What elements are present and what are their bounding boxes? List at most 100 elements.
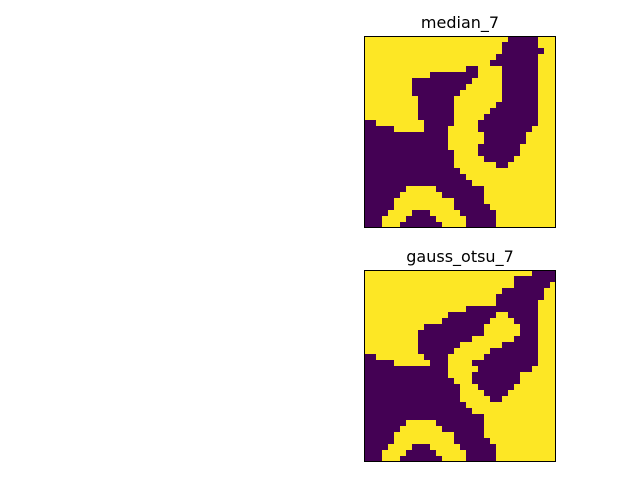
median-7-cell-16-27: [526, 132, 533, 139]
median-7-cell-25-1: [370, 186, 377, 193]
median-7-cell-6-28: [532, 72, 539, 79]
median-7-cell-2-23: [502, 48, 509, 55]
gauss-otsu-7-cell-24-18: [472, 414, 479, 421]
gauss-otsu-7-cell-30-17: [466, 450, 473, 457]
gauss-otsu-7-cell-12-18: [472, 342, 479, 349]
median-7-cell-17-13: [442, 138, 449, 145]
gauss-otsu-7-cell-12-23: [502, 342, 509, 349]
gauss-otsu-7-cell-31-2: [376, 456, 383, 462]
median-7-cell-15-8: [412, 126, 419, 133]
median-7-cell-15-27: [526, 126, 533, 133]
gauss-otsu-7-cell-16-14: [448, 366, 455, 373]
gauss-otsu-7-cell-16-20: [484, 366, 491, 373]
median-7-cell-1-22: [496, 42, 503, 49]
gauss-otsu-7-cell-28-12: [436, 438, 443, 445]
median-7-cell-27-19: [478, 198, 485, 205]
gauss-otsu-7-cell-10-6: [400, 330, 407, 337]
median-7-cell-4-0: [364, 60, 371, 67]
gauss-otsu-7-cell-22-17: [466, 402, 473, 409]
median-7-cell-30-27: [526, 216, 533, 223]
median-7-cell-19-11: [430, 150, 437, 157]
median-7-cell-15-13: [442, 126, 449, 133]
median-7-cell-14-13: [442, 120, 449, 127]
gauss-otsu-7-cell-29-23: [502, 444, 509, 451]
gauss-otsu-7-cell-29-10: [424, 444, 431, 451]
median-7-cell-9-20: [484, 90, 491, 97]
median-7-cell-30-9: [418, 216, 425, 223]
median-7-cell-4-17: [466, 60, 473, 67]
median-7-cell-26-6: [400, 192, 407, 199]
gauss-otsu-7-cell-8-21: [490, 318, 497, 325]
gauss-otsu-7-cell-27-19: [478, 432, 485, 439]
gauss-otsu-7-cell-3-2: [376, 288, 383, 295]
median-7-cell-11-19: [478, 102, 485, 109]
median-7-cell-11-13: [442, 102, 449, 109]
gauss-otsu-7-cell-22-28: [532, 402, 539, 409]
gauss-otsu-7-cell-0-8: [412, 270, 419, 277]
median-7-cell-22-15: [454, 168, 461, 175]
gauss-otsu-7-cell-24-5: [394, 414, 401, 421]
gauss-otsu-7-cell-8-2: [376, 318, 383, 325]
gauss-otsu-7-cell-15-19: [478, 360, 485, 367]
median-7-cell-30-3: [382, 216, 389, 223]
gauss-otsu-7-cell-0-18: [472, 270, 479, 277]
median-7-cell-4-12: [436, 60, 443, 67]
median-7-cell-13-29: [538, 114, 545, 121]
median-7-cell-12-14: [448, 108, 455, 115]
gauss-otsu-7-cell-28-31: [550, 438, 556, 445]
median-7-cell-28-11: [430, 204, 437, 211]
gauss-otsu-7-cell-22-25: [514, 402, 521, 409]
median-7-cell-27-28: [532, 198, 539, 205]
gauss-otsu-7-cell-12-25: [514, 342, 521, 349]
gauss-otsu-7-cell-20-7: [406, 390, 413, 397]
heatmap-panel-gauss-otsu-7: [364, 270, 556, 462]
gauss-otsu-7-cell-16-10: [424, 366, 431, 373]
median-7-cell-19-22: [496, 150, 503, 157]
gauss-otsu-7-cell-13-31: [550, 348, 556, 355]
median-7-cell-26-10: [424, 192, 431, 199]
median-7-cell-3-4: [388, 54, 395, 61]
median-7-cell-19-14: [448, 150, 455, 157]
gauss-otsu-7-cell-26-22: [496, 426, 503, 433]
median-7-cell-3-12: [436, 54, 443, 61]
median-7-cell-15-31: [550, 126, 556, 133]
gauss-otsu-7-cell-25-28: [532, 420, 539, 427]
median-7-cell-13-7: [406, 114, 413, 121]
gauss-otsu-7-cell-10-5: [394, 330, 401, 337]
median-7-cell-20-14: [448, 156, 455, 163]
gauss-otsu-7-cell-5-28: [532, 300, 539, 307]
gauss-otsu-7-cell-27-30: [544, 432, 551, 439]
gauss-otsu-7-cell-14-18: [472, 354, 479, 361]
gauss-otsu-7-cell-4-17: [466, 294, 473, 301]
gauss-otsu-7-cell-18-0: [364, 378, 371, 385]
median-7-cell-31-31: [550, 222, 556, 228]
median-7-cell-3-18: [472, 54, 479, 61]
gauss-otsu-7-cell-10-12: [436, 330, 443, 337]
gauss-otsu-7-cell-15-7: [406, 360, 413, 367]
gauss-otsu-7-cell-4-29: [538, 294, 545, 301]
gauss-otsu-7-cell-11-2: [376, 336, 383, 343]
gauss-otsu-7-cell-2-12: [436, 282, 443, 289]
gauss-otsu-7-cell-26-27: [526, 426, 533, 433]
gauss-otsu-7-cell-21-2: [376, 396, 383, 403]
median-7-cell-6-11: [430, 72, 437, 79]
median-7-cell-3-0: [364, 54, 371, 61]
gauss-otsu-7-cell-11-0: [364, 336, 371, 343]
median-7-cell-19-10: [424, 150, 431, 157]
gauss-otsu-7-cell-12-29: [538, 342, 545, 349]
gauss-otsu-7-cell-8-3: [382, 318, 389, 325]
gauss-otsu-7-cell-8-16: [460, 318, 467, 325]
median-7-cell-24-27: [526, 180, 533, 187]
gauss-otsu-7-cell-10-26: [520, 330, 527, 337]
median-7-cell-7-13: [442, 78, 449, 85]
median-7-cell-29-8: [412, 210, 419, 217]
gauss-otsu-7-cell-5-8: [412, 300, 419, 307]
gauss-otsu-7-cell-28-4: [388, 438, 395, 445]
gauss-otsu-7-cell-11-13: [442, 336, 449, 343]
median-7-cell-22-10: [424, 168, 431, 175]
median-7-cell-8-22: [496, 84, 503, 91]
gauss-otsu-7-cell-9-9: [418, 324, 425, 331]
median-7-cell-22-13: [442, 168, 449, 175]
gauss-otsu-7-cell-19-13: [442, 384, 449, 391]
median-7-cell-30-30: [544, 216, 551, 223]
